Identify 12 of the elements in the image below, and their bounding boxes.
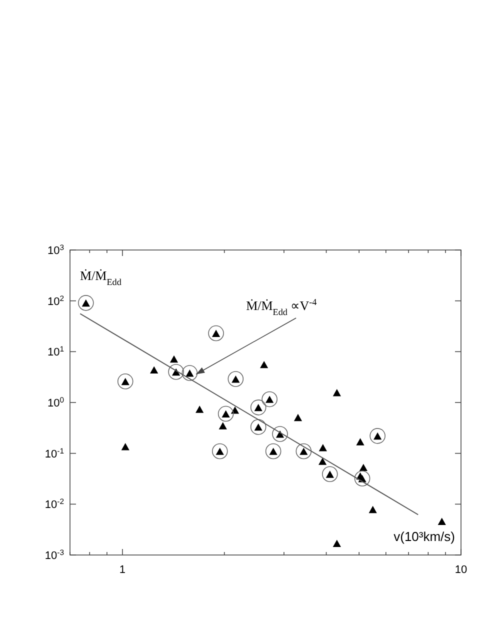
y-tick-label: 10$^{2}$ (47, 293, 64, 308)
y-tick-label: 10$^{-1}$ (44, 446, 64, 460)
y-tick-label: 10$^{-2}$ (44, 496, 64, 512)
y-tick-label: 10$^{1}$ (47, 344, 64, 359)
x-tick-label: 1 (119, 564, 126, 576)
y-tick-label: 10$^{-3}$ (44, 548, 64, 562)
x-tick-label: 10 (454, 564, 468, 576)
y-tick-label: 10$^{0}$ (47, 395, 64, 410)
y-tick-label: 10$^{3}$ (47, 242, 64, 257)
x-axis-title: v(10³km/s) (394, 529, 455, 544)
annotation: Ṁ/Ṁ$_{Edd}$ ∝V$^{-4}$ (246, 297, 318, 317)
y-axis-title: Ṁ/Ṁ$_{Edd}$ (80, 268, 122, 287)
